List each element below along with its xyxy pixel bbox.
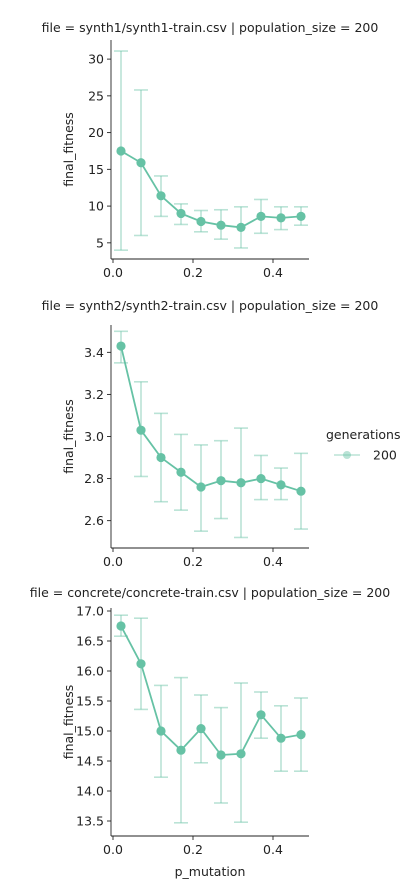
data-point (236, 222, 246, 232)
series-line (120, 150, 302, 229)
legend-label: 200 (373, 448, 397, 463)
data-point (176, 208, 186, 219)
x-tick-label: 0.4 (263, 554, 283, 569)
data-point (136, 659, 146, 669)
series-line (120, 345, 302, 493)
chart-panel-3: file = concrete/concrete-train.csv | pop… (30, 585, 390, 879)
x-tick-label: 0.4 (263, 842, 283, 857)
data-point (216, 750, 226, 760)
series-line (120, 625, 302, 756)
y-tick-label: 14.5 (76, 754, 104, 769)
chart-panel-2: file = synth2/synth2-train.csv | populat… (42, 298, 379, 569)
y-axis-label: final_fitness (61, 112, 76, 187)
data-point (236, 749, 246, 759)
data-point (156, 191, 166, 201)
y-tick-label: 2.8 (84, 471, 104, 486)
data-point (256, 473, 266, 484)
panel-title: file = synth2/synth2-train.csv | populat… (42, 298, 379, 313)
x-axis-label: p_mutation (175, 864, 246, 879)
data-point (176, 467, 186, 477)
y-tick-label: 16.5 (76, 634, 104, 649)
y-tick-label: 15.0 (76, 724, 104, 739)
data-point (296, 486, 306, 496)
x-tick-label: 0.0 (103, 265, 123, 280)
data-point (136, 158, 146, 168)
data-point (116, 146, 126, 156)
y-axis-label: final_fitness (61, 685, 76, 760)
data-point (136, 425, 146, 435)
facet-panels: file = synth1/synth1-train.csv | populat… (30, 20, 390, 879)
legend-marker (343, 451, 351, 459)
y-tick-label: 5 (96, 235, 104, 250)
data-point (256, 211, 266, 221)
y-tick-label: 10 (88, 199, 104, 214)
data-point (216, 220, 226, 230)
y-tick-label: 13.5 (76, 814, 104, 829)
panel-title: file = concrete/concrete-train.csv | pop… (30, 585, 390, 600)
y-tick-label: 14.0 (76, 784, 104, 799)
data-point (196, 482, 206, 492)
y-tick-label: 3.0 (84, 429, 104, 444)
data-point (156, 726, 166, 736)
data-point (196, 724, 206, 734)
data-point (276, 480, 286, 490)
legend: generations 200 (326, 427, 401, 463)
data-point (156, 452, 166, 463)
y-tick-label: 20 (88, 125, 104, 140)
data-point (116, 341, 126, 351)
y-tick-label: 25 (88, 88, 104, 103)
data-point (116, 621, 126, 631)
y-tick-label: 30 (88, 52, 104, 67)
y-tick-label: 15.5 (76, 694, 104, 709)
chart-panel-1: file = synth1/synth1-train.csv | populat… (42, 20, 379, 280)
panel-title: file = synth1/synth1-train.csv | populat… (42, 20, 379, 35)
x-tick-label: 0.0 (103, 554, 123, 569)
y-tick-label: 17.0 (76, 604, 104, 619)
x-tick-label: 0.4 (263, 265, 283, 280)
data-point (296, 211, 306, 221)
y-axis-label: final_fitness (61, 399, 76, 474)
y-tick-label: 3.4 (84, 345, 104, 360)
x-tick-label: 0.2 (183, 554, 203, 569)
x-tick-label: 0.2 (183, 265, 203, 280)
y-tick-label: 16.0 (76, 664, 104, 679)
legend-title: generations (326, 427, 401, 442)
y-tick-label: 2.6 (84, 513, 104, 528)
y-tick-label: 15 (88, 162, 104, 177)
data-point (276, 733, 286, 743)
data-point (296, 730, 306, 740)
data-point (196, 216, 206, 227)
data-point (176, 745, 186, 755)
x-tick-label: 0.2 (183, 842, 203, 857)
y-tick-label: 3.2 (84, 387, 104, 402)
data-point (236, 478, 246, 488)
data-point (276, 213, 286, 223)
data-point (216, 476, 226, 486)
data-point (256, 710, 266, 720)
x-tick-label: 0.0 (103, 842, 123, 857)
